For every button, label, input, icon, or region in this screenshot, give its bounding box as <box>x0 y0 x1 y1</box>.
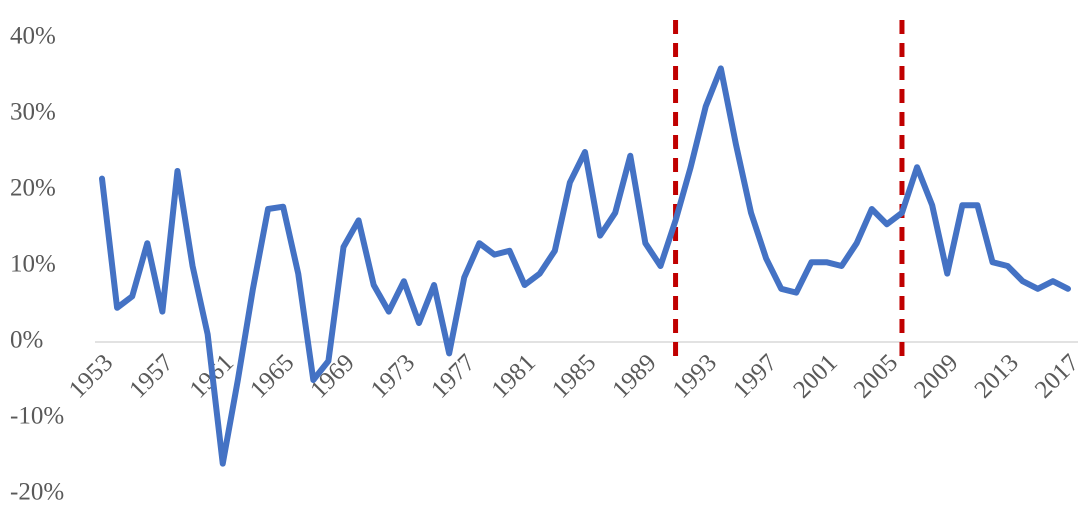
x-tick-label: 2005 <box>849 349 903 403</box>
x-tick-label: 2001 <box>788 349 842 403</box>
y-tick-label: 40% <box>10 23 56 50</box>
x-tick-label: 1957 <box>124 349 178 403</box>
x-tick-label: 2013 <box>969 349 1023 403</box>
x-tick-label: 1977 <box>426 349 480 403</box>
x-tick-label: 1985 <box>547 349 601 403</box>
x-tick-label: 1981 <box>486 349 540 403</box>
x-tick-label: 1973 <box>366 349 420 403</box>
y-tick-label: 0% <box>10 327 43 354</box>
y-tick-label: 10% <box>10 251 56 278</box>
x-tick-label: 1993 <box>668 349 722 403</box>
y-tick-label: -10% <box>10 403 64 430</box>
y-tick-label: 30% <box>10 99 56 126</box>
y-tick-label: -20% <box>10 479 64 506</box>
x-tick-label: 1997 <box>728 349 782 403</box>
x-tick-label: 2017 <box>1030 349 1080 403</box>
x-tick-label: 1965 <box>245 349 299 403</box>
y-tick-label: 20% <box>10 175 56 202</box>
x-tick-label: 2009 <box>909 349 963 403</box>
line <box>99 65 1071 467</box>
x-tick-label: 1953 <box>64 349 118 403</box>
x-tick-label: 1989 <box>607 349 661 403</box>
